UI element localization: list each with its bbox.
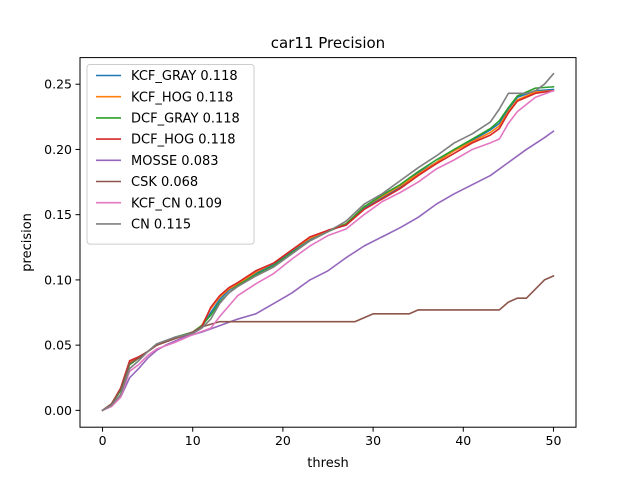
- y-axis: 0.00 0.05 0.10 0.15 0.20 0.25: [44, 77, 80, 418]
- legend-label-7: CN 0.115: [131, 218, 191, 233]
- legend-label-1: KCF_HOG 0.118: [131, 90, 233, 105]
- series-line-4: [101, 130, 555, 412]
- x-axis: 0 10 20 30 40 50: [99, 427, 562, 448]
- y-axis-label: precision: [20, 213, 35, 272]
- x-tick-label: 30: [365, 433, 381, 448]
- legend-label-4: MOSSE 0.083: [131, 154, 219, 169]
- y-tick-label: 0.00: [44, 403, 72, 418]
- x-tick-label: 20: [275, 433, 291, 448]
- legend: KCF_GRAY 0.118 KCF_HOG 0.118 DCF_GRAY 0.11…: [86, 64, 255, 245]
- y-tick-label: 0.15: [44, 207, 72, 222]
- y-tick-label: 0.25: [44, 77, 72, 92]
- series-line-7: [101, 72, 555, 412]
- x-axis-label: thresh: [307, 456, 348, 471]
- plot-lines: [101, 72, 555, 412]
- x-tick-label: 10: [185, 433, 201, 448]
- y-tick-label: 0.05: [44, 338, 72, 353]
- x-tick-label: 0: [99, 433, 107, 448]
- y-tick-label: 0.10: [44, 272, 72, 287]
- legend-label-2: DCF_GRAY 0.118: [131, 112, 240, 127]
- legend-label-3: DCF_HOG 0.118: [131, 133, 236, 148]
- x-tick-label: 50: [546, 433, 562, 448]
- x-tick-label: 40: [455, 433, 471, 448]
- plot-frame: [79, 57, 577, 428]
- chart-title: car11 Precision: [271, 34, 385, 52]
- y-tick-label: 0.20: [44, 142, 72, 157]
- legend-label-5: CSK 0.068: [131, 175, 198, 190]
- legend-label-6: KCF_CN 0.109: [131, 196, 222, 211]
- legend-label-0: KCF_GRAY 0.118: [131, 69, 238, 84]
- series-line-6: [101, 89, 555, 412]
- legend-box: [86, 64, 255, 245]
- series-line-5: [101, 274, 555, 412]
